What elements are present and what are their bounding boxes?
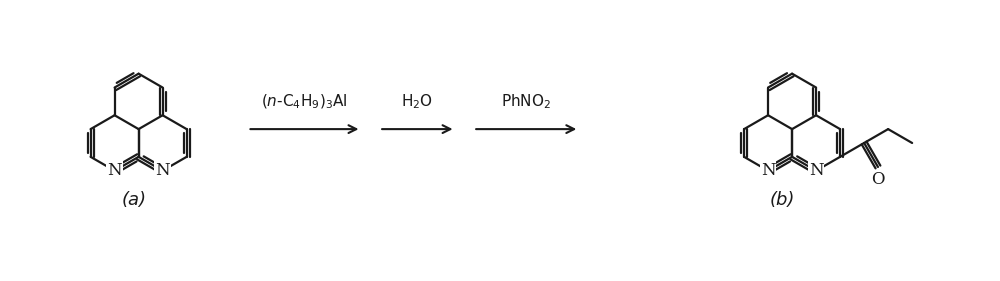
Text: $(n$-$\mathrm{C_4H_9})_3\mathrm{Al}$: $(n$-$\mathrm{C_4H_9})_3\mathrm{Al}$ bbox=[261, 93, 348, 111]
Text: (b): (b) bbox=[769, 191, 795, 209]
Text: N: N bbox=[761, 162, 775, 179]
Text: N: N bbox=[107, 162, 122, 179]
Text: N: N bbox=[809, 162, 823, 179]
Text: $\mathrm{H_2O}$: $\mathrm{H_2O}$ bbox=[401, 93, 433, 111]
Text: $\mathrm{PhNO_2}$: $\mathrm{PhNO_2}$ bbox=[501, 93, 551, 111]
Text: O: O bbox=[871, 171, 885, 188]
Text: (a): (a) bbox=[121, 191, 146, 209]
Text: N: N bbox=[155, 162, 170, 179]
